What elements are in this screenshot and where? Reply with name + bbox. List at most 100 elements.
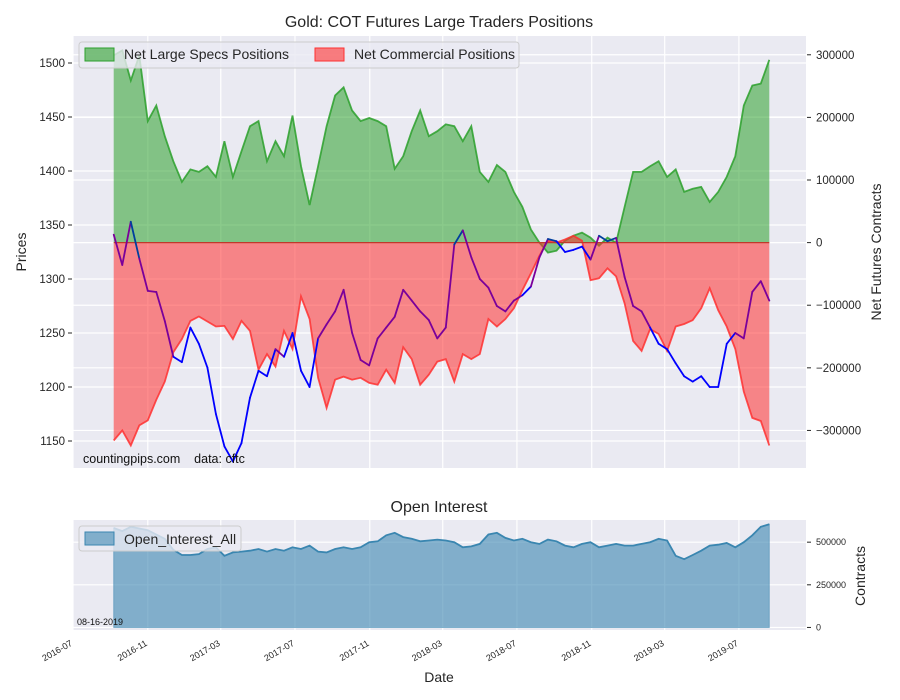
price-segment xyxy=(444,243,456,329)
price-segment xyxy=(589,234,600,261)
price-segment xyxy=(112,233,124,266)
price-segment xyxy=(504,299,515,313)
price-segment xyxy=(436,326,447,340)
price-segment xyxy=(512,294,524,302)
main-chart-title: Gold: COT Futures Large Traders Position… xyxy=(285,14,593,31)
right-tick-label: −200000 xyxy=(816,363,861,375)
specs-area xyxy=(113,50,770,253)
main-areas xyxy=(113,49,771,448)
price-segment xyxy=(393,288,405,318)
x-tick-label: 2019-07 xyxy=(706,638,740,663)
price-segment xyxy=(725,332,737,345)
price-segment xyxy=(742,291,754,340)
price-segment xyxy=(317,323,328,340)
price-segment xyxy=(215,413,226,448)
legend-label-specs: Net Large Specs Positions xyxy=(124,46,289,62)
price-segment xyxy=(598,234,609,243)
price-segment xyxy=(547,238,558,243)
price-segment xyxy=(470,256,481,280)
right-tick-label: 0 xyxy=(816,238,822,250)
price-segment xyxy=(223,445,234,463)
price-segment xyxy=(155,291,166,323)
legend-swatch-specs xyxy=(84,47,115,62)
oi-tick-label: 500000 xyxy=(816,537,846,547)
x-tick-label: 2018-03 xyxy=(410,638,444,663)
price-segment xyxy=(751,280,762,293)
legend-label-oi: Open_Interest_All xyxy=(124,531,236,547)
source-annotation: countingpips.com data: cftc xyxy=(83,452,245,466)
price-segment xyxy=(180,326,192,364)
price-segment xyxy=(734,332,745,340)
oi-x-axis: 2016-07 2016-11 2017-03 2017-07 2017-11 2018-… xyxy=(40,638,740,663)
price-segment xyxy=(717,342,728,388)
price-segment xyxy=(351,332,362,361)
price-segment xyxy=(410,299,422,313)
right-tick-label: 100000 xyxy=(816,175,854,187)
price-segment xyxy=(342,288,354,334)
price-segment xyxy=(419,310,430,321)
date-annotation: 08-16-2019 xyxy=(77,617,123,627)
price-segment xyxy=(257,369,268,378)
price-segment xyxy=(368,337,379,367)
price-segment xyxy=(538,238,549,259)
left-tick-label: 1250 xyxy=(39,328,65,340)
left-tick-label: 1500 xyxy=(39,58,65,70)
price-segment xyxy=(623,275,634,307)
price-segment xyxy=(427,319,439,340)
commercial-area xyxy=(113,235,770,446)
price-segment xyxy=(478,278,490,289)
x-axis-label: Date xyxy=(424,669,454,685)
left-tick-label: 1350 xyxy=(39,220,65,232)
right-tick-label: 300000 xyxy=(816,50,854,62)
main-left-axis: 1150 1200 1250 1300 1350 1400 1450 1500 xyxy=(39,58,72,448)
legend-swatch-commercial xyxy=(314,47,345,62)
price-segment xyxy=(146,289,158,293)
price-segment xyxy=(274,348,285,358)
x-tick-label: 2017-07 xyxy=(262,638,296,663)
commercial-line xyxy=(113,234,771,448)
price-segment xyxy=(521,285,532,297)
x-tick-label: 2018-07 xyxy=(484,638,518,663)
right-tick-label: −100000 xyxy=(816,300,861,312)
price-segment xyxy=(189,326,200,345)
oi-tick-label: 0 xyxy=(816,622,821,632)
price-segment xyxy=(640,310,652,329)
price-segment xyxy=(606,237,617,243)
right-tick-label: 200000 xyxy=(816,112,854,124)
price-segment xyxy=(666,348,677,365)
price-segment xyxy=(266,348,277,378)
price-segment xyxy=(461,229,473,259)
price-segment xyxy=(359,359,371,367)
price-segment xyxy=(206,366,217,415)
price-segment xyxy=(649,326,660,345)
price-segment xyxy=(283,332,294,358)
left-tick-label: 1150 xyxy=(40,436,65,448)
price-segment xyxy=(308,337,319,388)
specs-line xyxy=(113,49,771,254)
price-segment xyxy=(197,342,209,369)
price-segment xyxy=(402,288,413,302)
price-segment xyxy=(759,280,771,302)
price-segment xyxy=(163,320,175,358)
price-segment xyxy=(691,375,703,383)
price-segment xyxy=(700,375,711,388)
price-segment xyxy=(240,396,251,445)
x-tick-label: 2016-11 xyxy=(116,638,149,663)
main-ylabel-right: Net Futures Contracts xyxy=(868,184,884,321)
left-tick-label: 1200 xyxy=(39,382,65,394)
price-segment xyxy=(615,237,626,278)
x-tick-label: 2017-11 xyxy=(338,638,371,663)
legend-swatch-oi xyxy=(84,531,115,546)
price-segment xyxy=(495,305,507,313)
price-segment xyxy=(121,220,132,266)
price-segment xyxy=(581,245,592,261)
price-segment xyxy=(249,369,260,399)
price-segment xyxy=(530,256,541,288)
price-line xyxy=(112,220,771,463)
left-tick-label: 1400 xyxy=(39,166,65,178)
main-ylabel-left: Prices xyxy=(13,233,29,272)
oi-tick-label: 250000 xyxy=(816,580,846,590)
oi-right-axis: 0 250000 500000 xyxy=(807,537,846,632)
price-segment xyxy=(487,286,498,307)
